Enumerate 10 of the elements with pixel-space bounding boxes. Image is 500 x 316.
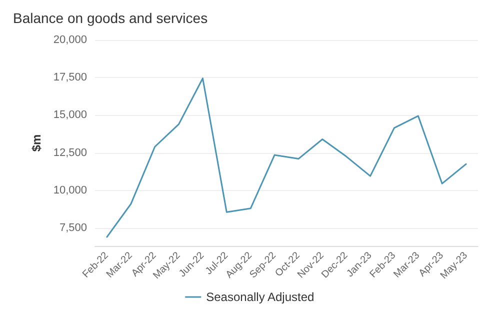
y-tick-label: 20,000 — [53, 34, 87, 46]
y-tick-label: 12,500 — [53, 146, 87, 159]
legend-label: Seasonally Adjusted — [206, 290, 314, 304]
y-tick-label: 7,500 — [59, 222, 87, 234]
y-axis-title: $m — [29, 134, 44, 152]
y-tick-label: 17,500 — [53, 72, 87, 84]
y-tick-label: 10,000 — [53, 184, 87, 196]
chart-title: Balance on goods and services — [13, 10, 208, 26]
line-series — [106, 78, 467, 238]
y-tick-label: 15,000 — [53, 109, 87, 122]
